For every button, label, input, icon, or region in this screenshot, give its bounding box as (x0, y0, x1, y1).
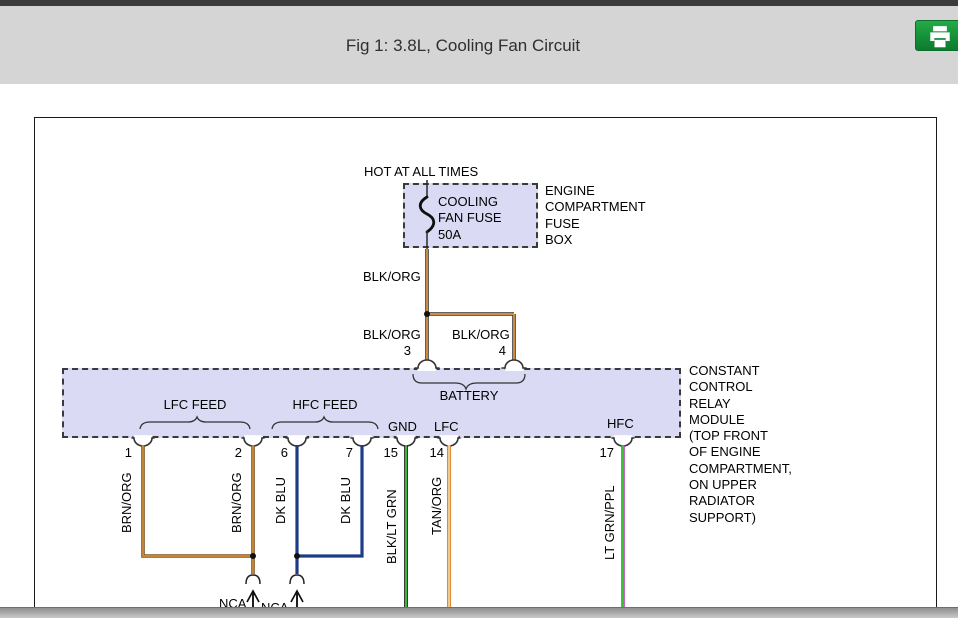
page-title: Fig 1: 3.8L, Cooling Fan Circuit (345, 36, 581, 55)
ccrm-module-box (62, 368, 681, 438)
fuse-box (403, 183, 538, 248)
horizontal-scrollbar[interactable] (0, 607, 958, 618)
window-top-strip (0, 0, 958, 6)
print-button[interactable] (915, 20, 958, 51)
title-bar: Fig 1: 3.8L, Cooling Fan Circuit (0, 6, 958, 84)
printer-icon (930, 26, 950, 48)
